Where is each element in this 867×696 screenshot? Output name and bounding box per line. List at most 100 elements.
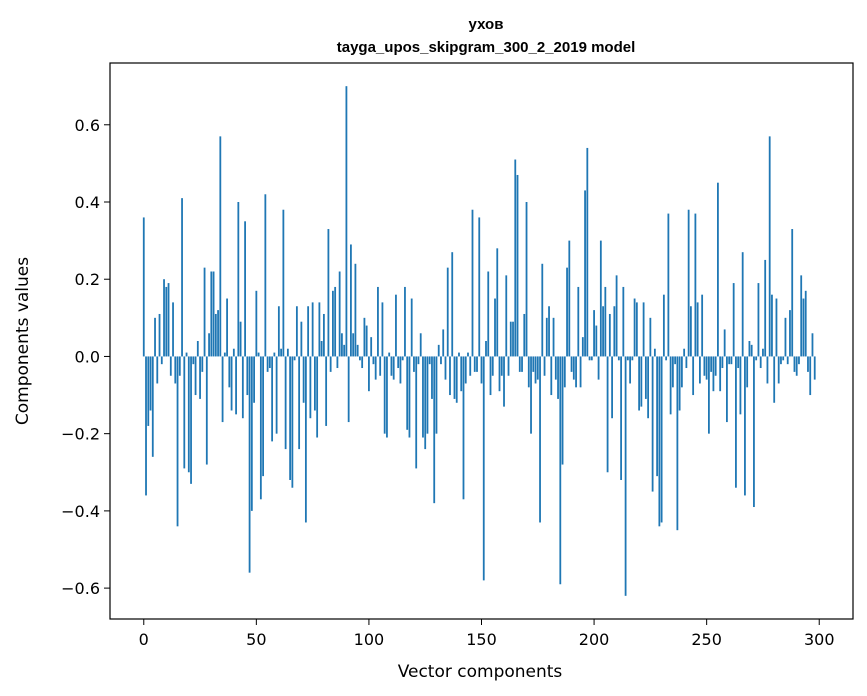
- bar: [397, 356, 400, 369]
- y-axis-ticks: −0.6 −0.4 −0.2 0.0 0.2 0.4 0.6: [61, 116, 110, 598]
- bar: [599, 240, 602, 357]
- bar: [176, 356, 179, 527]
- bar: [458, 352, 460, 357]
- bar: [350, 244, 352, 357]
- bar: [530, 356, 532, 434]
- bar: [563, 356, 566, 388]
- bar: [320, 341, 323, 357]
- bar: [399, 356, 402, 384]
- bar: [717, 182, 719, 357]
- bar: [665, 356, 668, 361]
- bar: [413, 356, 415, 372]
- bar: [696, 302, 699, 357]
- bar: [680, 356, 683, 388]
- x-tick-label: 50: [246, 630, 266, 649]
- bar: [284, 356, 287, 450]
- bar: [190, 356, 192, 484]
- bar: [789, 310, 791, 357]
- bar: [712, 356, 715, 392]
- bar: [446, 267, 449, 357]
- bar: [343, 344, 346, 357]
- bar: [325, 356, 328, 426]
- bar: [795, 356, 798, 376]
- bar: [482, 356, 485, 581]
- bar: [262, 356, 264, 477]
- bar: [473, 356, 476, 372]
- bar: [813, 356, 816, 380]
- bar: [611, 356, 613, 419]
- bar: [534, 356, 537, 384]
- bar: [268, 356, 271, 369]
- bar: [631, 356, 634, 361]
- bar: [217, 310, 219, 357]
- bar: [426, 356, 429, 434]
- bar: [244, 221, 246, 357]
- bar: [241, 356, 244, 419]
- bar: [626, 356, 629, 361]
- bar: [381, 302, 384, 357]
- bar: [723, 329, 726, 357]
- bar: [392, 356, 395, 380]
- bar: [687, 209, 690, 357]
- bar: [642, 302, 645, 357]
- bar: [293, 356, 296, 361]
- bar: [372, 356, 375, 365]
- bar: [383, 356, 386, 434]
- bar: [500, 356, 503, 376]
- x-tick-label: 200: [579, 630, 610, 649]
- bar: [341, 333, 343, 357]
- bar: [525, 202, 528, 357]
- bar: [692, 356, 695, 396]
- bar: [365, 325, 368, 357]
- bar: [226, 298, 228, 357]
- bar: [295, 306, 298, 357]
- bar: [708, 356, 710, 434]
- x-tick-label: 250: [691, 630, 722, 649]
- bar: [410, 298, 413, 357]
- bar: [478, 217, 481, 357]
- bar: [811, 333, 814, 357]
- bar: [469, 356, 472, 376]
- bar: [701, 294, 704, 357]
- bar: [541, 263, 544, 357]
- bar: [307, 306, 310, 357]
- bar: [253, 356, 255, 403]
- bar: [768, 136, 771, 357]
- bar: [496, 248, 499, 357]
- bar: [595, 325, 598, 357]
- bar: [212, 271, 215, 357]
- bar: [255, 290, 258, 357]
- bar: [624, 356, 627, 596]
- bar: [809, 356, 812, 396]
- bar: [527, 356, 530, 388]
- bar: [714, 356, 717, 376]
- bar: [464, 356, 467, 384]
- bar: [374, 356, 377, 380]
- bar: [332, 290, 334, 357]
- bar: [782, 356, 785, 361]
- plot-area-frame: [109, 62, 854, 620]
- bar: [417, 356, 420, 365]
- bar: [532, 356, 535, 372]
- bar: [356, 344, 359, 357]
- bar: [662, 294, 665, 357]
- bar: [480, 356, 483, 384]
- bar: [791, 229, 794, 357]
- bar: [705, 356, 708, 380]
- bar: [802, 298, 805, 357]
- bar: [689, 306, 692, 357]
- bar: [451, 252, 454, 357]
- bar: [151, 356, 154, 457]
- bar: [685, 356, 688, 369]
- bar: [559, 356, 562, 585]
- y-axis-label: Components values: [13, 257, 33, 425]
- bar: [485, 341, 487, 357]
- bar: [336, 356, 339, 369]
- bar: [359, 356, 361, 361]
- bar: [230, 356, 233, 411]
- bar: [775, 298, 778, 357]
- bar: [764, 259, 767, 357]
- bar: [361, 356, 364, 369]
- bar: [167, 283, 170, 357]
